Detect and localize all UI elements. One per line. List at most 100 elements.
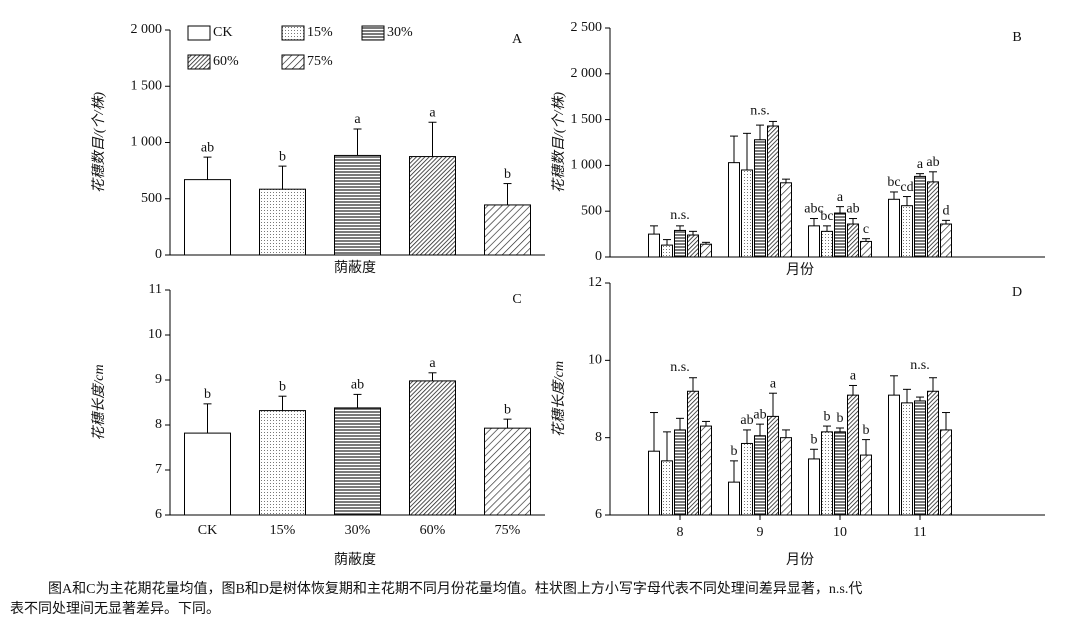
x-tick-label: 75% (495, 523, 521, 538)
group-label: n.s. (670, 360, 689, 375)
legend-label: CK (213, 25, 232, 40)
significance-label: ab (926, 155, 939, 170)
bar (860, 240, 872, 258)
bar (700, 243, 712, 258)
bar (728, 481, 740, 516)
bar (409, 156, 456, 256)
bar (687, 390, 699, 516)
y-axis-label: 花穗长度/cm (91, 364, 107, 440)
x-axis-label: 月份 (786, 262, 814, 278)
panel-label: C (512, 292, 521, 307)
group-label: n.s. (910, 358, 929, 373)
panel-label: D (1012, 285, 1022, 300)
significance-label: bc (820, 209, 833, 224)
significance-label: a (837, 190, 844, 205)
significance-label: a (354, 112, 361, 127)
significance-label: a (770, 376, 777, 391)
legend-label: 60% (213, 54, 239, 69)
significance-label: cd (900, 180, 913, 195)
x-tick-label: 11 (913, 525, 926, 540)
y-tick-label: 8 (595, 430, 602, 445)
x-axis-label: 月份 (786, 552, 814, 568)
bar (914, 400, 926, 516)
significance-label: ab (740, 413, 753, 428)
bar (674, 429, 686, 516)
significance-label: bc (887, 175, 900, 190)
bar (484, 427, 531, 516)
significance-label: a (917, 157, 924, 172)
y-tick-label: 500 (141, 191, 162, 206)
bar (780, 437, 792, 516)
bar (914, 175, 926, 258)
y-tick-label: 10 (148, 327, 162, 342)
x-axis-label: 荫蔽度 (334, 552, 376, 568)
legend-swatch (187, 54, 211, 70)
caption: 图A和C为主花期花量均值，图B和D是树体恢复期和主花期不同月份花量均值。柱状图上… (48, 580, 862, 597)
y-axis-label: 花穗数目/(个/株) (551, 92, 567, 193)
group-label: n.s. (750, 104, 769, 119)
significance-label: b (824, 409, 831, 424)
x-tick-label: 10 (833, 525, 847, 540)
bar (648, 450, 660, 516)
bar (767, 415, 779, 516)
significance-label: b (863, 423, 870, 438)
bar (334, 407, 381, 516)
bar (860, 454, 872, 516)
bar (834, 212, 846, 258)
significance-label: b (504, 402, 511, 417)
significance-label: d (943, 204, 950, 219)
bar (259, 188, 306, 256)
significance-label: ab (753, 407, 766, 422)
legend-swatch (187, 25, 211, 41)
y-tick-label: 10 (588, 353, 602, 368)
bar (888, 198, 900, 258)
bar (700, 425, 712, 516)
y-tick-label: 7 (155, 462, 162, 477)
bar (940, 429, 952, 516)
bar (847, 223, 859, 258)
caption: 表不同处理间无显著差异。下同。 (10, 601, 220, 617)
bar (741, 442, 753, 516)
bar (767, 125, 779, 258)
bar (940, 223, 952, 258)
y-tick-label: 2 000 (131, 22, 163, 37)
y-tick-label: 1 000 (131, 135, 163, 150)
bar (808, 458, 820, 516)
legend-swatch (281, 25, 305, 41)
y-tick-label: 9 (155, 372, 162, 387)
bar (334, 154, 381, 256)
bar (888, 394, 900, 516)
x-tick-label: 15% (270, 523, 296, 538)
legend-label: 30% (387, 25, 413, 40)
significance-label: ab (351, 378, 364, 393)
panel-label: B (1012, 30, 1021, 45)
x-tick-label: 30% (345, 523, 371, 538)
y-tick-label: 1 500 (571, 112, 603, 127)
significance-label: b (837, 411, 844, 426)
panel-label: A (512, 32, 523, 47)
bar (901, 205, 913, 258)
bar (648, 233, 660, 258)
bar (184, 432, 231, 516)
bar (834, 431, 846, 516)
significance-label: b (504, 167, 511, 182)
x-tick-label: 8 (677, 525, 684, 540)
bar (728, 162, 740, 258)
significance-label: abc (804, 202, 823, 217)
bar (847, 394, 859, 516)
significance-label: a (850, 369, 857, 384)
y-tick-label: 2 000 (571, 66, 603, 81)
legend-label: 15% (307, 25, 333, 40)
significance-label: b (279, 379, 286, 394)
bar (821, 431, 833, 516)
significance-label: a (429, 356, 436, 371)
bar (484, 204, 531, 256)
legend-label: 75% (307, 54, 333, 69)
bar (184, 179, 231, 256)
bar (741, 169, 753, 258)
x-tick-label: 9 (757, 525, 764, 540)
bar (754, 139, 766, 258)
y-tick-label: 2 500 (571, 20, 603, 35)
bar (927, 181, 939, 258)
